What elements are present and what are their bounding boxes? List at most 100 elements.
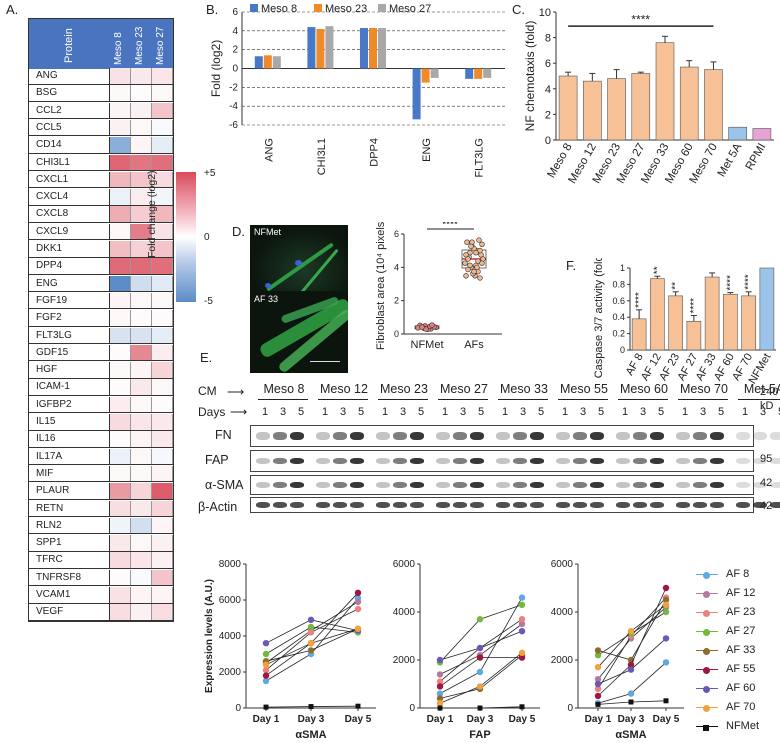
- x-tick-label: Day 5: [509, 714, 536, 725]
- cm-underline: [438, 399, 488, 400]
- data-point: [354, 605, 362, 613]
- legend-swatch: [314, 4, 322, 12]
- blot-band: [436, 502, 450, 508]
- data-point: [627, 666, 635, 673]
- heatmap-row: FGF19: [28, 292, 173, 310]
- heatmap-row-label: FGF19: [28, 292, 110, 309]
- bar: [631, 73, 651, 141]
- heatmap-row-label: IL17A: [28, 448, 110, 465]
- legend-label: AF 12: [726, 587, 756, 599]
- heatmap-cell: [110, 258, 131, 274]
- y-tick-label: 2000: [393, 655, 416, 666]
- blot-band: [770, 482, 780, 488]
- x-tick-label: Day 5: [345, 714, 372, 725]
- heatmap-cell: [131, 552, 152, 568]
- blot-band: [513, 502, 527, 508]
- blot-band: [453, 482, 467, 488]
- data-point: [262, 677, 270, 685]
- blot-band: [770, 502, 780, 508]
- data-point: [354, 625, 362, 632]
- heatmap-cell: [152, 569, 173, 586]
- heatmap-row: IGFBP2: [28, 396, 173, 414]
- data-point: [518, 654, 526, 661]
- heatmap-cell: [131, 292, 152, 309]
- heatmap-row: ICAM-1: [28, 379, 173, 396]
- blot-band: [410, 458, 424, 464]
- blot-band: [736, 458, 750, 464]
- data-point: [662, 635, 670, 642]
- heatmap-row-label: GDF15: [28, 344, 110, 361]
- legend-label: Meso 8: [261, 3, 297, 15]
- heatmap-cell: [131, 517, 152, 534]
- data-point: [476, 237, 482, 243]
- blot-band: [513, 432, 527, 440]
- heatmap-cell: [131, 327, 152, 344]
- heatmap-cell: [152, 396, 173, 413]
- day-label: 1: [681, 406, 689, 418]
- heatmap-cell: [152, 604, 173, 620]
- heatmap-cell: [152, 414, 173, 430]
- cm-underline: [738, 399, 780, 400]
- data-point: [463, 273, 469, 279]
- heatmap-row: ENG: [28, 275, 173, 293]
- heatmap-cell: [110, 604, 131, 620]
- y-axis-label: Expression levels (A.U.): [204, 579, 215, 693]
- heatmap-cell: [131, 483, 152, 499]
- data-point: [518, 649, 526, 656]
- heatmap-cell: [131, 119, 152, 136]
- bar: [655, 42, 675, 141]
- heatmap-cell: [152, 275, 173, 292]
- blot-band: [393, 458, 407, 464]
- blot-band: [590, 432, 604, 440]
- panel-label-e: E.: [200, 350, 213, 365]
- y-tick-label: 4000: [219, 631, 242, 642]
- blot-band: [573, 502, 587, 508]
- y-tick-label: 4000: [551, 607, 574, 618]
- cm-condition-label: Meso 27: [440, 382, 488, 396]
- heatmap-cell: [110, 292, 131, 309]
- legend-label: AF 27: [726, 625, 756, 637]
- blot-band: [376, 502, 390, 508]
- day-label: 1: [501, 406, 509, 418]
- blot-band: [573, 432, 587, 440]
- bar: [421, 68, 430, 83]
- y-tick-label: 2000: [219, 667, 242, 678]
- y-tick-label: 0: [394, 329, 399, 339]
- data-point: [436, 671, 444, 678]
- x-tick-label: Day 1: [585, 714, 612, 725]
- bar: [704, 276, 720, 351]
- blot-band: [333, 502, 347, 508]
- y-tick-label: 0: [409, 703, 415, 714]
- data-point: [476, 616, 484, 623]
- heatmap-cell: [131, 379, 152, 395]
- bar: [704, 69, 723, 141]
- y-tick-label: 0: [545, 135, 551, 147]
- heatmap-cell: [152, 189, 173, 205]
- heatmap-row-label: CCL5: [28, 119, 110, 136]
- blot-band: [436, 458, 450, 464]
- heatmap-row: RETN: [28, 500, 173, 518]
- heatmap-row-label: SPP1: [28, 535, 110, 551]
- legend-label: AF 8: [726, 568, 750, 580]
- y-tick-label: 6000: [393, 559, 416, 570]
- data-point: [354, 589, 362, 596]
- heatmap-row: CD14: [28, 137, 173, 154]
- kd-label: 95: [760, 453, 773, 465]
- blot-band: [376, 432, 390, 440]
- data-point: [262, 667, 270, 674]
- data-point: [262, 640, 270, 647]
- data-point: [262, 661, 270, 668]
- heatmap-row: SPP1: [28, 535, 173, 552]
- bar: [728, 126, 747, 141]
- data-point: [662, 584, 670, 592]
- data-point: [262, 672, 270, 679]
- day-label: 5: [357, 406, 365, 418]
- blot-band: [393, 502, 407, 508]
- chart-f: 0 0.2 0.4 0.6 0.8 1 Caspase 3/7 activity (fold…: [593, 258, 776, 386]
- data-point: [436, 700, 444, 707]
- blot-band: [616, 458, 630, 464]
- blot-band: [753, 458, 767, 464]
- blot-band: [350, 432, 364, 440]
- blot-row-label: β-Actin: [198, 500, 238, 514]
- heatmap-row: RLN2: [28, 517, 173, 535]
